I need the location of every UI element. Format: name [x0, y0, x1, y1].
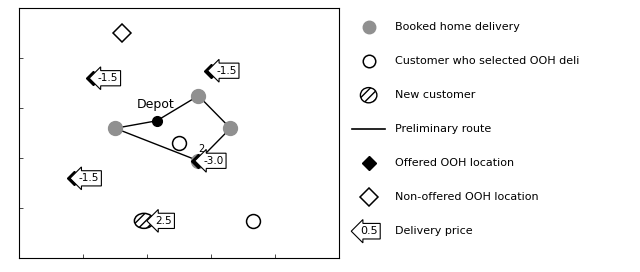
Text: New customer: New customer	[395, 90, 476, 100]
Text: Non-offered OOH location: Non-offered OOH location	[395, 192, 539, 202]
Text: Delivery price: Delivery price	[395, 226, 473, 236]
Circle shape	[360, 88, 377, 103]
Text: 2: 2	[198, 144, 205, 154]
Text: -1.5: -1.5	[216, 66, 236, 76]
Text: Booked home delivery: Booked home delivery	[395, 22, 520, 32]
Text: 0.5: 0.5	[360, 226, 378, 236]
Text: 2.5: 2.5	[156, 216, 172, 226]
Text: Depot: Depot	[136, 98, 174, 111]
Text: -1.5: -1.5	[98, 73, 118, 83]
Text: Customer who selected OOH deli: Customer who selected OOH deli	[395, 56, 579, 66]
Text: -1.5: -1.5	[79, 173, 99, 183]
Circle shape	[134, 213, 154, 228]
Text: Preliminary route: Preliminary route	[395, 124, 492, 134]
Text: Offered OOH location: Offered OOH location	[395, 158, 515, 168]
Text: -3.0: -3.0	[204, 156, 223, 166]
